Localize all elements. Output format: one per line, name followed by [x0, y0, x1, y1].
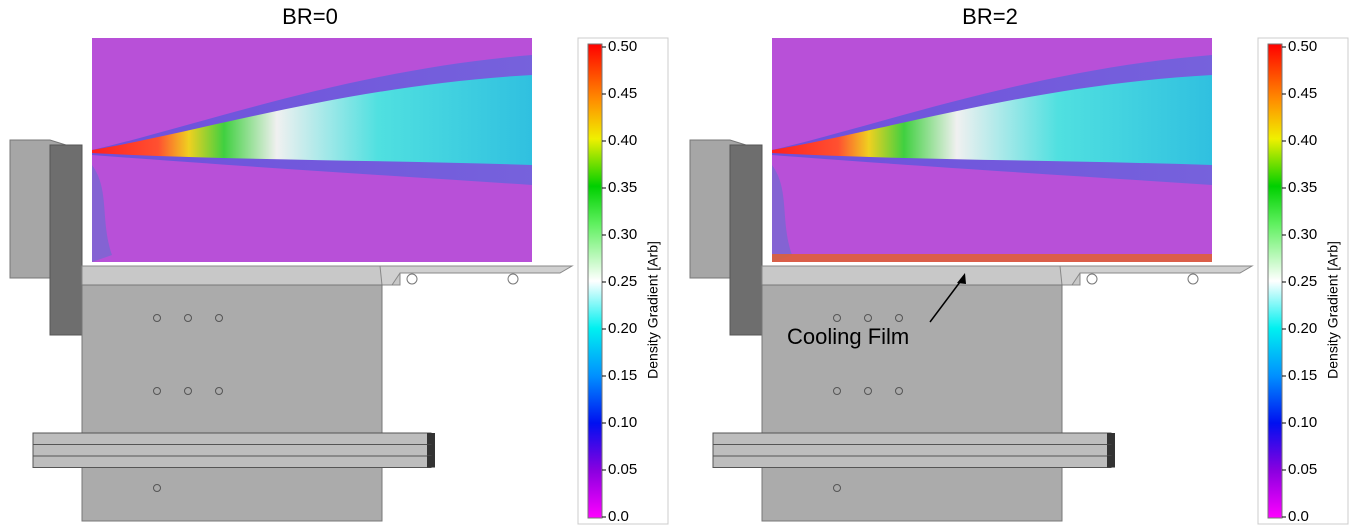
colorbar-tick-label: 0.0: [608, 508, 629, 525]
colorbar-tick-label: 0.20: [1288, 320, 1317, 337]
lower-body: [761, 466, 1063, 522]
colorbar-tick-label: 0.35: [1288, 179, 1317, 196]
nozzle-wake: [92, 165, 112, 262]
bar-end: [1107, 456, 1115, 468]
body: [81, 284, 383, 434]
bar-end: [427, 444, 435, 456]
hole: [895, 314, 903, 322]
hole: [215, 314, 223, 322]
plume: [92, 75, 532, 165]
colorbar-frame: [577, 37, 669, 525]
colorbar-tick-label: 0.05: [608, 461, 637, 478]
hole: [864, 387, 872, 395]
hole: [215, 387, 223, 395]
colorbar-tick-label: 0.35: [608, 179, 637, 196]
colorbar-tick-label: 0.40: [608, 132, 637, 149]
hole: [153, 314, 161, 322]
hole: [864, 314, 872, 322]
bar-stripe: [712, 432, 1112, 445]
bar-stripe: [32, 444, 432, 457]
hole: [833, 387, 841, 395]
annotation: Cooling Film: [787, 324, 909, 349]
clip: [1086, 273, 1098, 285]
hole: [153, 484, 161, 492]
colorbar-tick-label: 0.45: [1288, 85, 1317, 102]
bar-stripe: [32, 455, 432, 468]
hole: [895, 387, 903, 395]
hole: [184, 314, 192, 322]
colorbar-tick-label: 0.50: [608, 38, 637, 55]
hole: [833, 484, 841, 492]
panel-title: BR=2: [962, 4, 1018, 29]
colorbar-tick-label: 0.30: [1288, 226, 1317, 243]
colorbar-tick-label: 0.15: [608, 367, 637, 384]
nozzle-side: [729, 144, 763, 336]
arrow: [929, 277, 964, 323]
nozzle-side: [49, 144, 83, 336]
bar-stripe: [712, 444, 1112, 457]
clip: [406, 273, 418, 285]
cooling-film: [772, 254, 1212, 262]
hole: [153, 387, 161, 395]
plume: [772, 75, 1212, 165]
bar-stripe: [712, 455, 1112, 468]
colorbar-label: Density Gradient [Arb]: [645, 241, 661, 379]
bar-end: [1107, 444, 1115, 456]
colorbar-tick-label: 0.20: [608, 320, 637, 337]
lower-body: [81, 466, 383, 522]
colorbar: [1267, 43, 1283, 519]
plate: [761, 265, 1081, 286]
bar-end: [427, 433, 435, 445]
arrowhead: [957, 273, 966, 284]
panel: BR=2 Cooling Film 0.50 0.45 0.40 0.35 0.30 0.25…: [689, 4, 1349, 525]
colorbar-tick-label: 0.0: [1288, 508, 1309, 525]
colorbar-tick-label: 0.40: [1288, 132, 1317, 149]
colorbar-tick-label: 0.30: [608, 226, 637, 243]
panel: BR=0 0.50 0.45 0.40 0.35 0.30 0.25 0.20 0.15 0.10…: [9, 4, 669, 525]
colorbar-tick-label: 0.10: [1288, 414, 1317, 431]
colorbar-tick-label: 0.25: [608, 273, 637, 290]
colorbar-frame: [1257, 37, 1349, 525]
colorbar-tick-label: 0.05: [1288, 461, 1317, 478]
colorbar-tick-label: 0.50: [1288, 38, 1317, 55]
nozzle-wake: [772, 165, 792, 262]
colorbar-tick-label: 0.10: [608, 414, 637, 431]
hole: [833, 314, 841, 322]
clip: [1187, 273, 1199, 285]
colorbar-label: Density Gradient [Arb]: [1325, 241, 1341, 379]
bar-end: [1107, 433, 1115, 445]
colorbar: [587, 43, 603, 519]
hole: [184, 387, 192, 395]
bar-end: [427, 456, 435, 468]
body: [761, 284, 1063, 434]
colorbar-tick-label: 0.25: [1288, 273, 1317, 290]
bar-stripe: [32, 432, 432, 445]
plate: [81, 265, 401, 286]
colorbar-tick-label: 0.45: [608, 85, 637, 102]
panel-title: BR=0: [282, 4, 338, 29]
clip: [507, 273, 519, 285]
colorbar-tick-label: 0.15: [1288, 367, 1317, 384]
